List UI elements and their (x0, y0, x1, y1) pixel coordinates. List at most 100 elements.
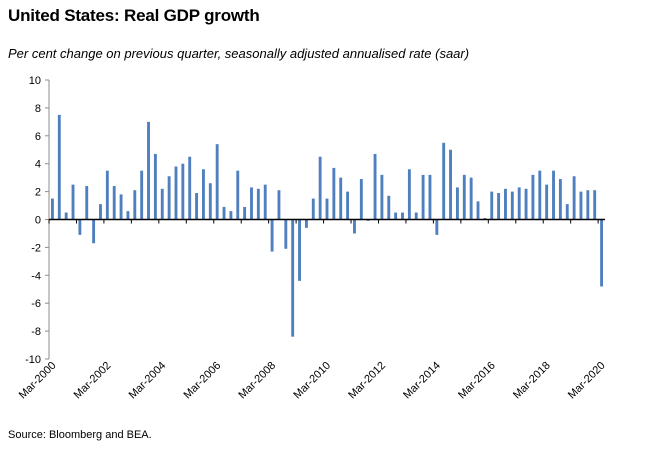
bar (359, 179, 363, 220)
x-tick-label: Mar-2002 (72, 360, 114, 402)
x-axis-labels: Mar-2000 Mar-2002 Mar-2004 Mar-2006 Mar-2008… (17, 360, 608, 402)
chart-subtitle: Per cent change on previous quarter, sea… (8, 46, 470, 61)
bar (318, 156, 322, 220)
bar (243, 206, 247, 220)
bar (490, 191, 494, 220)
bar (291, 219, 295, 337)
y-tick-label: -2 (31, 242, 41, 254)
bar (92, 219, 96, 244)
bar (50, 198, 54, 220)
bar (147, 121, 150, 220)
y-tick-label: 8 (35, 103, 41, 115)
bar (332, 167, 336, 220)
bar (229, 211, 233, 220)
bar (140, 170, 144, 220)
bar (497, 193, 501, 220)
bar (57, 114, 61, 220)
bar (421, 174, 425, 220)
axes (48, 218, 605, 224)
y-axis: 10 8 6 4 2 0 -2 -4 -6 -8 -10 (25, 75, 50, 366)
x-tick-label: Mar-2006 (182, 360, 224, 402)
bar (538, 170, 542, 220)
x-tick-label: Mar-2010 (291, 360, 333, 402)
bar (304, 219, 308, 228)
bar (469, 177, 473, 220)
bar (449, 149, 452, 220)
bar (99, 204, 102, 220)
y-tick-label: -4 (31, 270, 41, 282)
bar (78, 219, 82, 235)
bar (545, 184, 549, 220)
y-tick-label: 6 (35, 131, 41, 143)
bar (442, 142, 446, 220)
y-tick-label: -6 (31, 298, 41, 310)
bar (504, 188, 507, 220)
bar (167, 176, 171, 220)
bar (401, 212, 404, 220)
bar (428, 174, 432, 220)
x-tick-label: Mar-2012 (346, 360, 388, 402)
bar (552, 170, 555, 220)
bar (71, 184, 75, 220)
bar (476, 201, 480, 220)
bar (531, 174, 535, 220)
y-tick-label: -8 (31, 326, 41, 338)
y-tick-label: 10 (29, 75, 41, 87)
bar (188, 156, 192, 220)
bar (455, 187, 459, 220)
y-tick-label: 0 (35, 215, 41, 227)
bar (284, 219, 288, 249)
bar (380, 174, 384, 220)
bar (133, 190, 137, 220)
bar (236, 170, 240, 220)
bar (462, 174, 466, 220)
bar (524, 188, 528, 220)
bar (119, 194, 123, 220)
x-tick-label: Mar-2016 (456, 360, 498, 402)
bar (202, 169, 205, 220)
bar (174, 166, 178, 220)
y-tick-label: 2 (35, 187, 41, 199)
bar (250, 187, 253, 220)
bar (579, 191, 583, 220)
x-tick-label: Mar-2018 (511, 360, 553, 402)
bar (160, 188, 164, 220)
bar (105, 170, 109, 220)
bar (600, 219, 604, 287)
bar (517, 187, 521, 220)
bar (277, 190, 281, 220)
x-tick-label: Mar-2004 (127, 360, 169, 402)
bar (215, 144, 219, 220)
bar (126, 211, 130, 220)
x-tick-label: Mar-2014 (401, 360, 443, 402)
chart-title: United States: Real GDP growth (8, 6, 260, 25)
bar (346, 191, 350, 220)
bar (325, 198, 329, 220)
bar (311, 198, 315, 220)
bar (435, 219, 439, 235)
source-note: Source: Bloomberg and BEA. (8, 429, 152, 441)
bar (85, 186, 89, 220)
x-tick-label: Mar-2008 (236, 360, 278, 402)
bar (353, 219, 356, 234)
bar (558, 179, 562, 220)
bar (510, 191, 514, 220)
bar (339, 177, 343, 220)
bar-series (50, 114, 604, 337)
bar (64, 212, 68, 220)
y-tick-label: -10 (25, 354, 41, 366)
bar (112, 186, 116, 220)
x-tick-label: Mar-2020 (566, 360, 608, 402)
bar (263, 184, 267, 220)
y-tick-label: 4 (35, 159, 41, 171)
bar (153, 153, 157, 220)
bar (298, 219, 301, 281)
bar (407, 169, 411, 220)
bar (256, 188, 260, 220)
bar (270, 219, 274, 252)
bar (414, 212, 418, 220)
bar (593, 190, 597, 220)
bar (373, 153, 377, 220)
bar (565, 204, 569, 220)
